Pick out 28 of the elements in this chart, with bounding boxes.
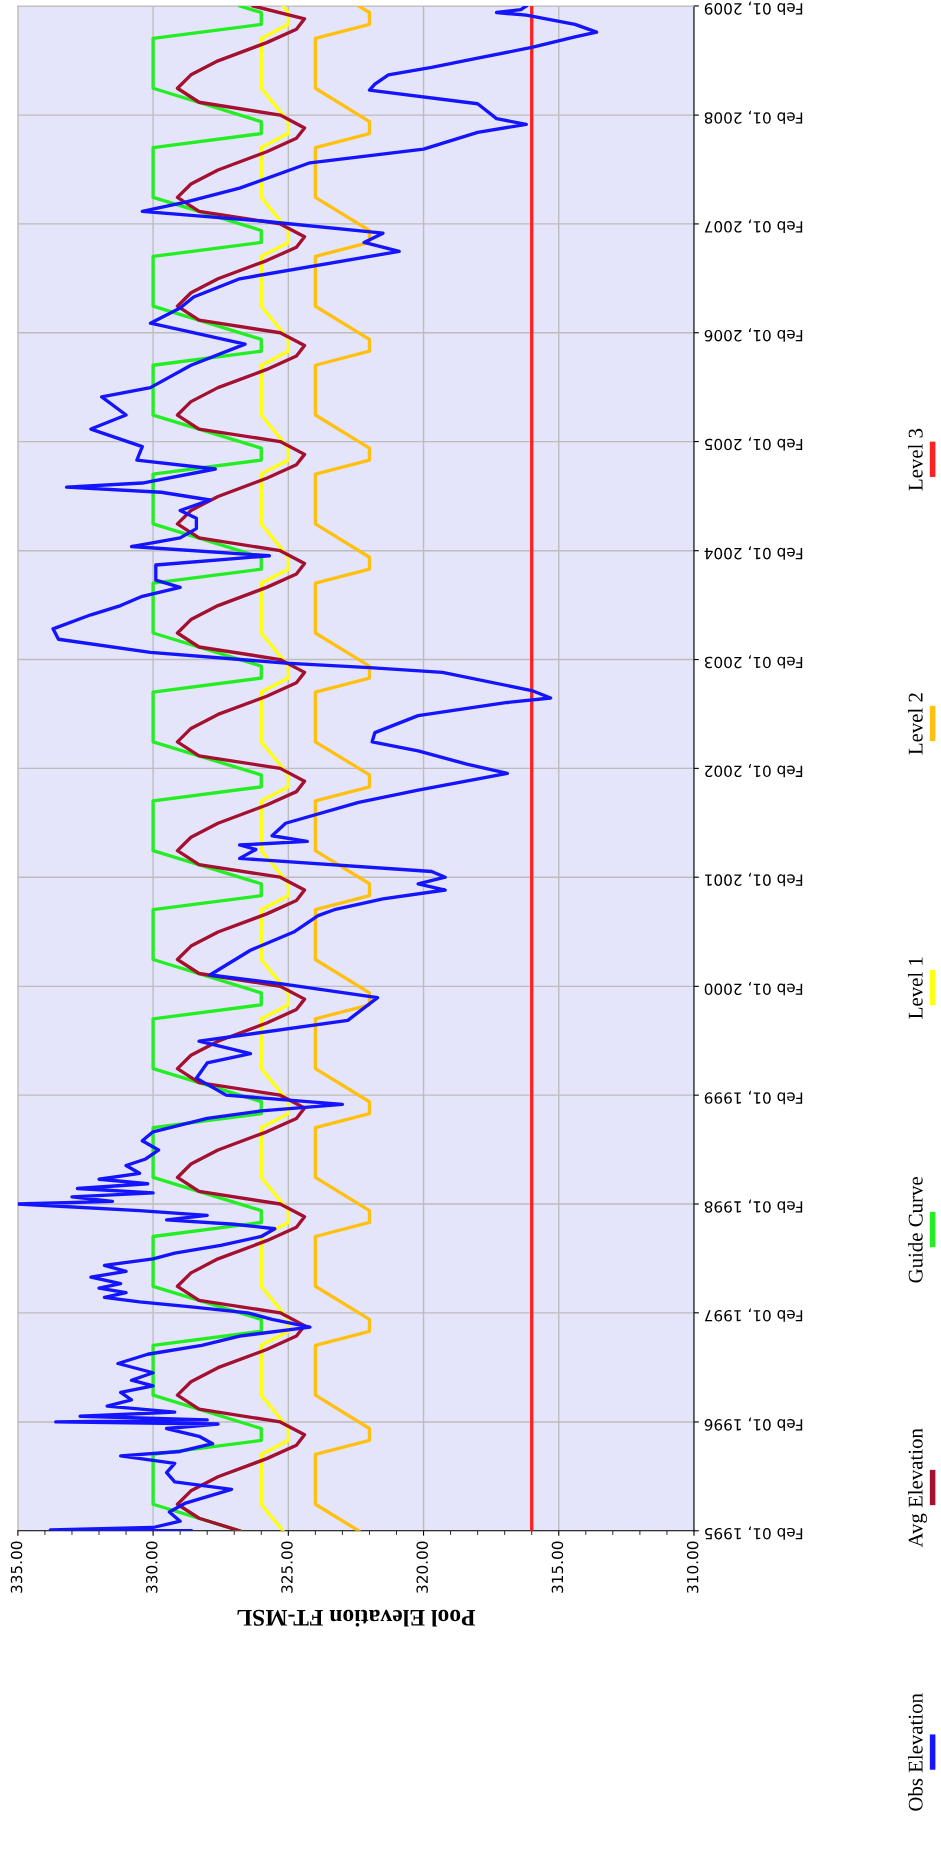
y-tick-label: Feb 01, 1998 bbox=[704, 1199, 803, 1213]
y-tick-label: Feb 01, 2006 bbox=[704, 328, 803, 342]
y-tick-label: Feb 01, 2001 bbox=[705, 872, 803, 887]
y-tick-label: Feb 01, 2008 bbox=[704, 110, 803, 125]
y-tick-label: Feb 01, 2007 bbox=[705, 219, 803, 233]
y-tick-label: Feb 01, 2004 bbox=[704, 546, 803, 560]
y-tick-label: Feb 01, 2002 bbox=[705, 763, 803, 778]
y-tick-label: Feb 01, 2005 bbox=[705, 437, 803, 451]
legend-label: Obs Elevation bbox=[908, 1693, 923, 1811]
y-tick-label: Feb 01, 1999 bbox=[704, 1090, 803, 1105]
y-tick-label: Feb 01, 2003 bbox=[704, 655, 803, 669]
y-tick-label: Feb 01, 1995 bbox=[705, 1526, 803, 1540]
legend-label: Avg Elevation bbox=[908, 1428, 927, 1548]
x-tick-label: 335.00 bbox=[10, 1541, 23, 1593]
y-tick-label: Feb 01, 2000 bbox=[704, 981, 803, 996]
x-tick-label: 320.00 bbox=[416, 1541, 428, 1593]
x-tick-label: 315.00 bbox=[551, 1541, 564, 1593]
x-axis-title: Pool Elevation FT-MSL bbox=[237, 1609, 476, 1627]
legend-label: Level 1 bbox=[908, 957, 923, 1019]
legend-label: Level 2 bbox=[908, 693, 923, 755]
x-tick-label: 310.00 bbox=[686, 1541, 699, 1593]
x-tick-label: 330.00 bbox=[145, 1541, 158, 1593]
y-tick-label: Feb 01, 1997 bbox=[705, 1308, 803, 1322]
legend-label: Level 3 bbox=[908, 428, 923, 491]
y-tick-label: Feb 01, 2009 bbox=[704, 1, 803, 15]
legend-label: Guide Curve bbox=[908, 1177, 923, 1283]
y-tick-label: Feb 01, 1996 bbox=[704, 1417, 803, 1431]
x-tick-label: 325.00 bbox=[281, 1541, 293, 1593]
